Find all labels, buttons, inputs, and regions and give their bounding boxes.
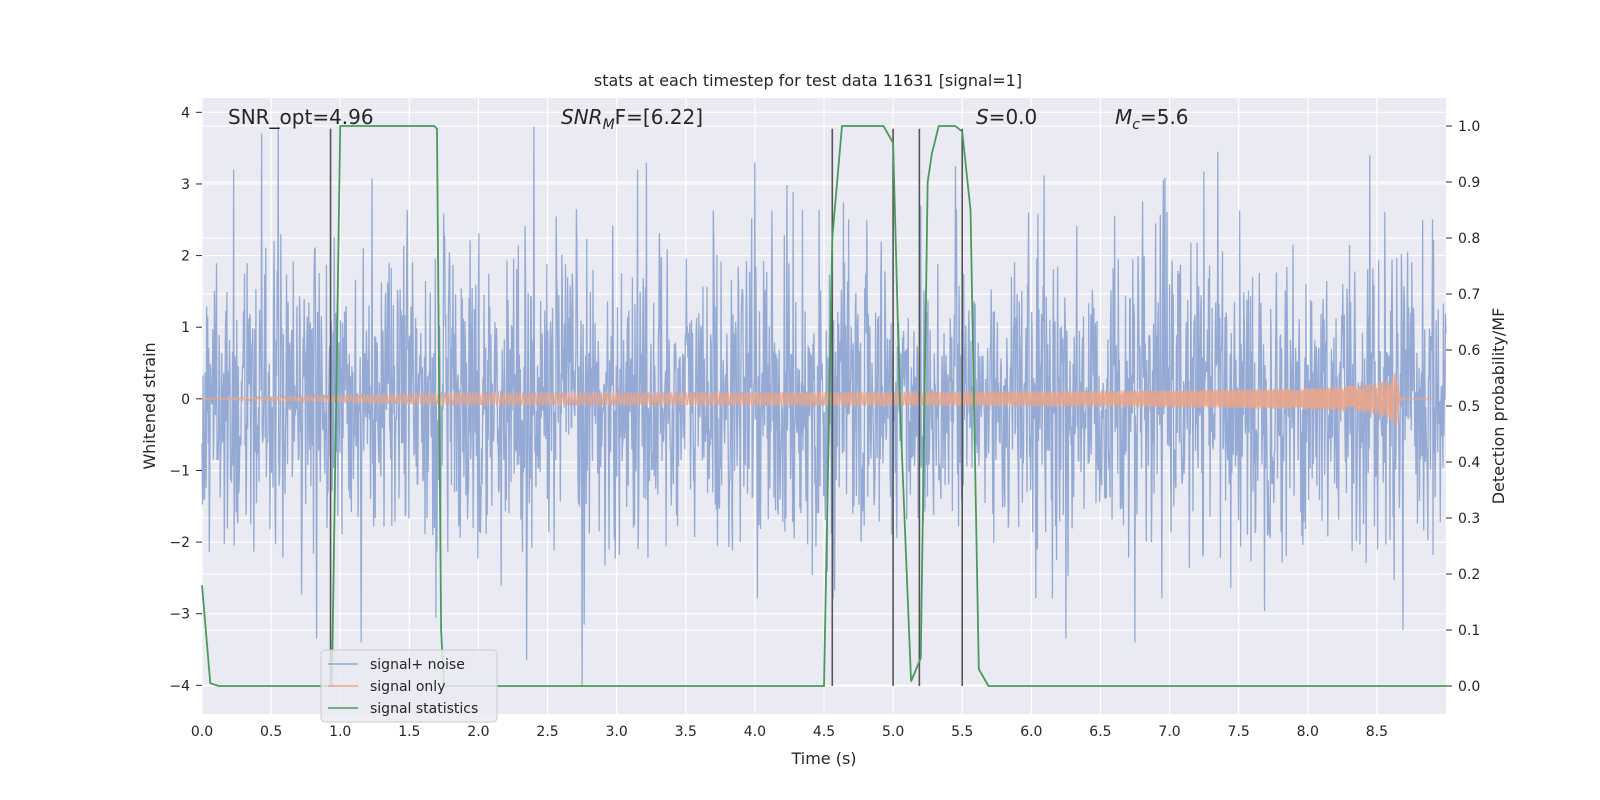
y-axis-right-label: Detection probability/MF — [1489, 308, 1508, 505]
x-tick-label: 3.0 — [606, 724, 628, 740]
y-right-tick-label: 0.3 — [1458, 511, 1480, 527]
annotation-s-tail: =0.0 — [989, 105, 1038, 129]
y-right-tick-label: 0.6 — [1458, 343, 1480, 359]
legend-label-signal: signal only — [370, 679, 445, 695]
x-tick-label: 6.0 — [1020, 724, 1042, 740]
x-tick-label: 1.0 — [329, 724, 351, 740]
x-tick-label: 8.5 — [1366, 724, 1388, 740]
y-left-tick-label: 3 — [181, 177, 190, 193]
y-axis-left: 4 3 2 1 0 −1 −2 −3 −4 — [169, 105, 202, 694]
x-tick-label: 0.0 — [191, 724, 213, 740]
y-left-tick-label: −4 — [169, 678, 190, 694]
y-right-tick-label: 0.2 — [1458, 567, 1480, 583]
signal-only-series — [201, 373, 1433, 429]
noise-series — [201, 126, 1447, 686]
legend-label-noise: signal+ noise — [370, 657, 465, 673]
annotation-mc-sub: c — [1132, 117, 1140, 133]
chart-title: stats at each timestep for test data 116… — [594, 71, 1022, 90]
x-tick-label: 1.5 — [398, 724, 420, 740]
annotation-mc: Mc=5.6 — [1115, 105, 1189, 133]
annotations: SNR_opt=4.96 SNRMF=[6.22] S=0.0 Mc=5.6 — [228, 105, 1189, 133]
annotation-mc-main: M — [1115, 105, 1132, 129]
annotation-snr-mf-main: SNR — [561, 105, 603, 129]
x-tick-label: 2.5 — [536, 724, 558, 740]
y-axis-left-label: Whitened strain — [140, 342, 159, 469]
y-right-tick-label: 0.7 — [1458, 287, 1480, 303]
x-tick-label: 8.0 — [1297, 724, 1319, 740]
y-left-tick-label: 1 — [181, 320, 190, 336]
x-tick-label: 6.5 — [1089, 724, 1111, 740]
y-left-tick-label: −3 — [169, 607, 190, 623]
x-tick-label: 7.5 — [1228, 724, 1250, 740]
y-right-tick-label: 0.4 — [1458, 455, 1480, 471]
annotation-snr-opt: SNR_opt=4.96 — [228, 105, 374, 129]
annotation-s-main: S — [976, 105, 989, 129]
x-tick-label: 4.5 — [813, 724, 835, 740]
annotation-mc-tail: =5.6 — [1140, 105, 1189, 129]
y-right-tick-label: 0.1 — [1458, 623, 1480, 639]
x-tick-label: 4.0 — [744, 724, 766, 740]
vertical-markers — [329, 128, 964, 686]
annotation-s: S=0.0 — [976, 105, 1037, 129]
x-tick-label: 2.0 — [467, 724, 489, 740]
y-right-tick-label: 1.0 — [1458, 119, 1480, 135]
y-left-tick-label: −1 — [169, 463, 190, 479]
legend-label-stats: signal statistics — [370, 701, 478, 717]
annotation-snr-mf-sub: M — [603, 117, 615, 133]
signal-line — [201, 373, 1433, 429]
y-left-tick-label: 4 — [181, 105, 190, 121]
y-left-tick-label: 2 — [181, 249, 190, 265]
x-tick-label: 5.0 — [882, 724, 904, 740]
x-tick-label: 0.5 — [260, 724, 282, 740]
annotation-snr-mf: SNRMF=[6.22] — [561, 105, 703, 133]
y-right-tick-label: 0.0 — [1458, 679, 1480, 695]
annotation-snr-mf-tail: F=[6.22] — [615, 105, 703, 129]
y-left-tick-label: 0 — [181, 392, 190, 408]
y-right-tick-label: 0.8 — [1458, 231, 1480, 247]
noise-line — [201, 126, 1447, 686]
y-left-tick-label: −2 — [169, 535, 190, 551]
x-tick-label: 3.5 — [675, 724, 697, 740]
legend-box — [320, 649, 498, 723]
x-tick-label: 7.0 — [1158, 724, 1180, 740]
legend: signal+ noise signal only signal statist… — [320, 649, 498, 723]
y-right-tick-label: 0.9 — [1458, 175, 1480, 191]
x-tick-label: 5.5 — [951, 724, 973, 740]
y-axis-right: 1.0 0.9 0.8 0.7 0.6 0.5 0.4 0.3 0.2 0.1 0.0 — [1446, 119, 1480, 695]
x-axis-label: Time (s) — [790, 749, 856, 768]
y-right-tick-label: 0.5 — [1458, 399, 1480, 415]
x-axis: 0.0 0.5 1.0 1.5 2.0 2.5 3.0 3.5 4.0 4.5 5.0 5.5 6.0 6… — [191, 724, 1388, 740]
